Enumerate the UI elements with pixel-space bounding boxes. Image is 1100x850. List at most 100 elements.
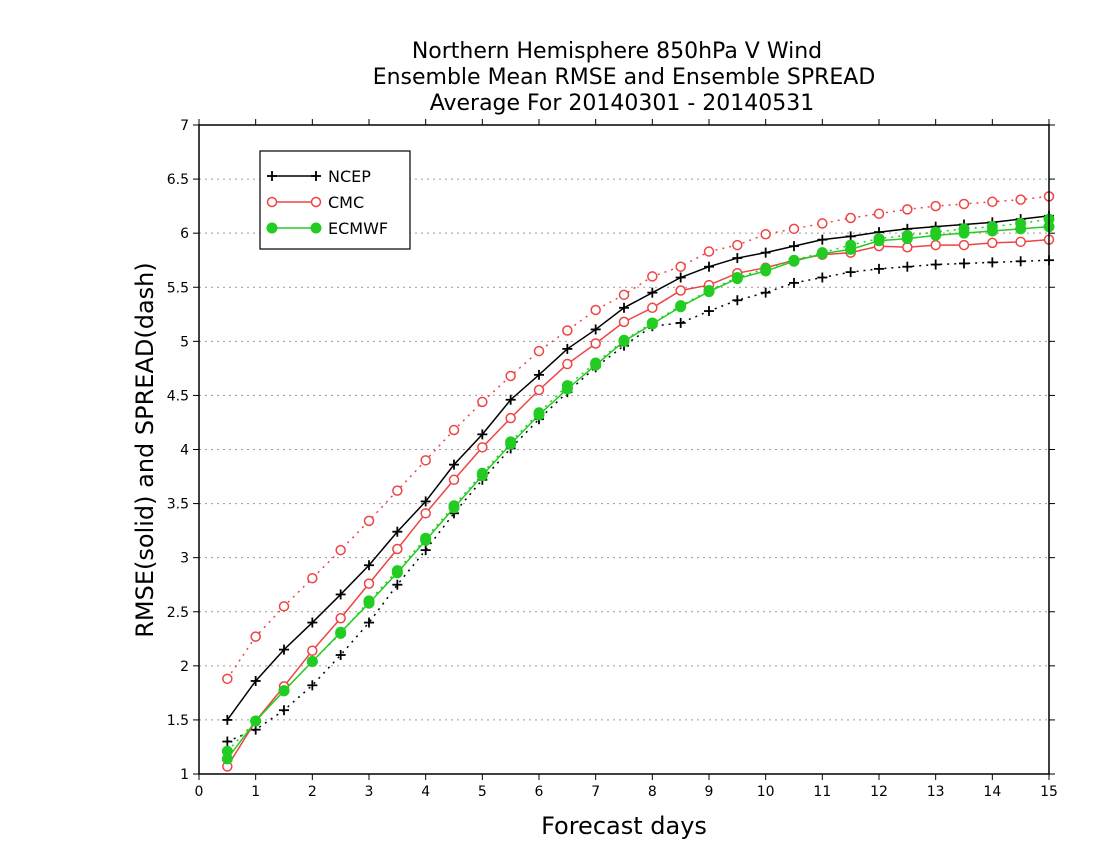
series-cmc-rmse-point-9 <box>477 442 488 453</box>
series-ncep-spread-point-27 <box>987 257 998 268</box>
x-tick-label-4: 4 <box>421 784 430 800</box>
series-cmc-rmse-point-15 <box>647 302 658 314</box>
legend-marker-right-cmc <box>310 196 322 208</box>
series-cmc-rmse-point-7 <box>420 508 431 519</box>
series-ncep-spread-point-25 <box>930 259 941 270</box>
x-tick-label-0: 0 <box>195 784 204 800</box>
series-cmc-spread-point-0 <box>222 673 233 685</box>
series-cmc-spread-point-4 <box>335 544 346 556</box>
legend-item-cmc: CMC <box>266 193 364 212</box>
series-ecmwf-rmse-point-26 <box>958 227 970 239</box>
series-ecmwf-rmse-point-13 <box>590 359 602 371</box>
y-tick-label-0: 1 <box>180 767 189 783</box>
series-cmc-rmse-point-10 <box>505 412 516 424</box>
series-ecmwf-spread-line <box>226 218 1050 752</box>
series-ecmwf-rmse-point-28 <box>1015 223 1027 235</box>
series-ncep-spread-point-17 <box>704 306 714 317</box>
series-ecmwf-rmse-point-22 <box>845 243 857 255</box>
series-ncep-rmse-line <box>226 215 1050 721</box>
series-ncep-rmse-point-2 <box>279 644 289 655</box>
x-tick-label-6: 6 <box>535 784 544 800</box>
series-cmc-spread-point-24 <box>902 204 913 215</box>
series-cmc-spread-point-8 <box>448 424 460 436</box>
series-ecmwf-rmse-point-8 <box>448 502 460 514</box>
series-cmc-rmse-point-11 <box>533 384 545 396</box>
x-tick-label-15: 15 <box>1040 784 1058 800</box>
series-cmc <box>222 191 1055 772</box>
y-tick-label-1: 1.5 <box>167 713 189 729</box>
series-ecmwf-rmse-point-20 <box>788 255 800 267</box>
series-cmc-spread-point-18 <box>732 239 743 251</box>
series-cmc-spread-point-3 <box>307 572 318 584</box>
series-cmc-spread-point-12 <box>562 325 573 336</box>
series-ecmwf-rmse-point-2 <box>278 685 290 697</box>
series-cmc-spread-point-20 <box>788 223 800 235</box>
chart-title-line-1: Northern Hemisphere 850hPa V Wind <box>412 39 822 64</box>
series-cmc-rmse-point-3 <box>307 645 318 656</box>
series-cmc-spread-point-26 <box>958 198 970 210</box>
y-tick-label-4: 3 <box>180 551 189 567</box>
series-ncep-spread-point-26 <box>959 258 969 269</box>
series-ncep-spread-point-6 <box>392 579 403 590</box>
series-ncep-rmse-point-10 <box>505 394 516 405</box>
x-tick-label-12: 12 <box>870 784 888 800</box>
chart-title-line-3: Average For 20140301 - 20140531 <box>430 91 815 116</box>
series-ncep-rmse-point-18 <box>732 253 743 264</box>
y-axis-label: RMSE(solid) and SPREAD(dash) <box>131 262 159 638</box>
series-cmc-spread-point-15 <box>647 271 658 282</box>
series-ecmwf-rmse-point-9 <box>476 469 488 481</box>
series-ecmwf-rmse-point-3 <box>306 656 318 668</box>
legend-marker-left-ncep <box>267 171 277 181</box>
series-ncep-rmse-point-11 <box>534 369 544 380</box>
y-tick-label-2: 2 <box>180 659 189 675</box>
series-ncep-spread-point-0 <box>222 736 233 747</box>
series-ncep-spread-point-24 <box>902 261 913 272</box>
y-tick-label-11: 6.5 <box>167 172 189 188</box>
legend-box <box>259 150 411 250</box>
series-ncep-rmse-point-8 <box>449 459 459 470</box>
legend-marker-right-ecmwf <box>310 222 322 234</box>
series-ecmwf-rmse-point-15 <box>646 318 658 330</box>
series-ncep-rmse-point-15 <box>647 287 658 298</box>
series-ncep-spread-point-7 <box>420 545 431 556</box>
series-ncep-rmse-point-16 <box>675 272 686 283</box>
series-ncep-rmse-point-12 <box>562 343 573 354</box>
series-ncep-rmse-point-6 <box>392 526 403 537</box>
series-ncep-spread-point-23 <box>874 263 884 274</box>
series-ecmwf-rmse-point-5 <box>363 597 375 609</box>
series-ecmwf-rmse-point-23 <box>873 235 885 247</box>
y-tick-label-3: 2.5 <box>167 605 189 621</box>
series-ecmwf-rmse-point-0 <box>221 753 233 765</box>
series-ncep-rmse-point-21 <box>817 234 828 245</box>
series-ecmwf-rmse-point-18 <box>731 273 743 285</box>
series-cmc-rmse-point-12 <box>562 358 573 370</box>
series-ncep-spread-point-28 <box>1015 256 1026 267</box>
plot-frame <box>198 124 1050 775</box>
series-cmc-rmse-point-6 <box>392 543 403 555</box>
series-cmc-spread-point-19 <box>760 228 771 240</box>
series-cmc-rmse-point-25 <box>930 239 941 251</box>
series-cmc-spread-point-13 <box>590 304 601 316</box>
series-cmc-rmse-line <box>226 238 1050 767</box>
series-cmc-rmse-point-8 <box>448 474 460 486</box>
legend-label-cmc: CMC <box>328 193 364 212</box>
series-ncep-rmse-point-9 <box>477 429 488 440</box>
series-layer <box>221 191 1055 772</box>
legend-label-ncep: NCEP <box>328 167 371 186</box>
series-ecmwf-rmse-point-16 <box>675 301 687 313</box>
series-ncep-rmse-point-19 <box>760 247 771 258</box>
x-tick-label-7: 7 <box>591 784 600 800</box>
series-ncep-rmse-point-14 <box>619 302 629 313</box>
series-cmc-rmse-point-16 <box>675 285 686 296</box>
series-ncep-spread-point-3 <box>307 680 318 691</box>
series-ncep-spread-point-22 <box>845 267 856 278</box>
series-cmc-spread-point-16 <box>675 261 686 272</box>
series-ecmwf-rmse-point-21 <box>816 248 828 260</box>
x-tick-label-10: 10 <box>757 784 775 800</box>
series-cmc-spread-point-10 <box>505 370 516 382</box>
series-cmc-spread-point-9 <box>477 396 488 408</box>
series-ecmwf <box>221 213 1055 765</box>
series-cmc-rmse-point-13 <box>590 338 601 349</box>
series-ecmwf-rmse-point-27 <box>986 225 998 237</box>
